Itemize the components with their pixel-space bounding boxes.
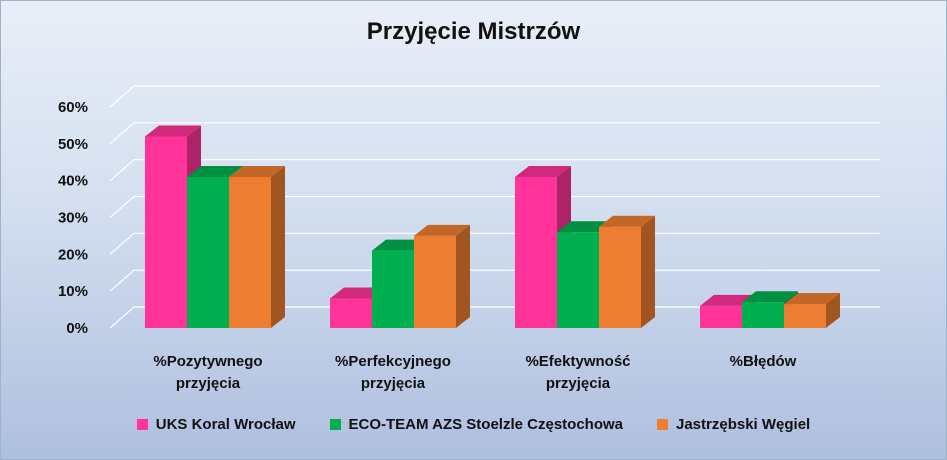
category-label: %Efektywność (525, 353, 630, 370)
bar-front (229, 176, 271, 328)
y-tick-label: 50% (58, 136, 88, 153)
bar (229, 165, 285, 328)
bar (414, 224, 470, 328)
y-tick-label: 10% (58, 283, 88, 300)
legend-swatch (329, 419, 341, 430)
gridline-depth (109, 122, 135, 145)
y-tick-label: 0% (66, 320, 88, 337)
category-label: %Perfekcyjnego (335, 353, 451, 370)
gridline-depth (109, 269, 135, 292)
bar (784, 293, 840, 328)
bar-top (515, 165, 571, 177)
category-label: %Błędów (730, 353, 797, 370)
bar-front (515, 176, 557, 328)
bar-top (599, 215, 655, 227)
y-tick-label: 20% (58, 246, 88, 263)
bars (145, 125, 840, 328)
bar-front (330, 298, 372, 328)
legend-label: UKS Koral Wrocław (155, 416, 296, 433)
bar-top (742, 291, 798, 303)
legend: UKS Koral Wrocław ECO-TEAM AZS Stoelzle C… (0, 416, 947, 433)
gridline-depth (109, 196, 135, 218)
category-label: %Pozytywnego (153, 353, 262, 370)
bar-side (826, 293, 840, 328)
bar-front (145, 136, 187, 328)
gridline-depth (109, 159, 135, 182)
y-tick-label: 30% (58, 210, 88, 227)
bar-front (784, 304, 826, 328)
bar-front (557, 232, 599, 328)
bar-front (599, 226, 641, 328)
bar-front (414, 235, 456, 328)
bar-top (229, 165, 285, 177)
legend-item: Jastrzębski Węgiel (657, 416, 810, 433)
gridline-depth (109, 232, 135, 255)
bar (515, 165, 571, 328)
y-axis-ticks: 0% 10% 20% 30% 40% 50% 60% (58, 99, 88, 337)
y-tick-label: 60% (58, 99, 88, 116)
bar-top (187, 165, 243, 177)
chart-title: Przyjęcie Mistrzów (366, 18, 581, 45)
bar-front (700, 305, 742, 328)
bar-side (456, 224, 470, 328)
bar (599, 215, 655, 328)
bar-top (145, 125, 201, 137)
legend-label: ECO-TEAM AZS Stoelzle Częstochowa (348, 416, 623, 433)
legend-item: UKS Koral Wrocław (136, 416, 296, 433)
legend-item: ECO-TEAM AZS Stoelzle Częstochowa (329, 416, 623, 433)
bar-top (414, 224, 470, 236)
legend-label: Jastrzębski Węgiel (676, 416, 811, 433)
category-label: przyjęcia (546, 375, 611, 392)
bar-front (372, 250, 414, 328)
gridline-depth (109, 306, 135, 329)
bar-front (187, 176, 229, 328)
category-label: przyjęcia (361, 375, 426, 392)
legend-swatch (136, 419, 148, 430)
bar-side (271, 165, 285, 328)
x-axis-labels: %Pozytywnego przyjęcia %Perfekcyjnego przyj… (153, 353, 796, 392)
bar-front (742, 302, 784, 328)
legend-swatch (657, 419, 668, 430)
y-tick-label: 40% (58, 173, 88, 190)
bar-top (784, 293, 840, 305)
category-label: przyjęcia (176, 375, 241, 392)
gridline-depth (109, 85, 135, 108)
bar-side (641, 215, 655, 328)
